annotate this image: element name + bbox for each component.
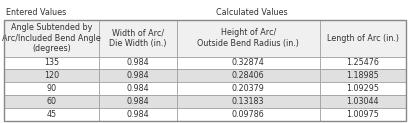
Text: 1.03044: 1.03044: [346, 97, 378, 106]
Bar: [176, 108, 319, 121]
Bar: [176, 57, 319, 69]
Bar: [176, 82, 319, 95]
Text: 135: 135: [44, 58, 59, 68]
Text: Calculated Values: Calculated Values: [216, 8, 287, 17]
Text: Angle Subtended by
Arc/Included Bend Angle
(degrees): Angle Subtended by Arc/Included Bend Ang…: [2, 23, 101, 53]
Text: 45: 45: [46, 110, 56, 119]
Bar: [98, 69, 176, 82]
Bar: [98, 20, 176, 57]
Text: 0.32874: 0.32874: [231, 58, 264, 68]
Text: 1.09295: 1.09295: [345, 84, 378, 93]
Bar: [4, 108, 98, 121]
Text: 0.984: 0.984: [126, 110, 148, 119]
Text: 90: 90: [46, 84, 56, 93]
Bar: [176, 20, 319, 57]
Text: Width of Arc/
Die Width (in.): Width of Arc/ Die Width (in.): [109, 28, 166, 48]
Text: 0.984: 0.984: [126, 58, 148, 68]
Text: 0.984: 0.984: [126, 71, 148, 80]
Bar: [319, 108, 405, 121]
Bar: [4, 82, 98, 95]
Bar: [176, 69, 319, 82]
Bar: [4, 95, 98, 108]
Bar: [98, 57, 176, 69]
Text: 0.09786: 0.09786: [231, 110, 264, 119]
Text: 120: 120: [44, 71, 59, 80]
Bar: [4, 69, 98, 82]
Bar: [319, 20, 405, 57]
Bar: [4, 20, 98, 57]
Text: 1.18985: 1.18985: [346, 71, 378, 80]
Bar: [4, 20, 405, 121]
Bar: [319, 82, 405, 95]
Bar: [319, 95, 405, 108]
Text: 60: 60: [46, 97, 56, 106]
Text: 0.984: 0.984: [126, 97, 148, 106]
Text: 0.20379: 0.20379: [231, 84, 264, 93]
Bar: [98, 108, 176, 121]
Text: 0.28406: 0.28406: [231, 71, 264, 80]
Bar: [176, 95, 319, 108]
Text: Entered Values: Entered Values: [6, 8, 66, 17]
Bar: [319, 69, 405, 82]
Bar: [98, 82, 176, 95]
Text: 0.13183: 0.13183: [231, 97, 264, 106]
Text: Height of Arc/
Outside Bend Radius (in.): Height of Arc/ Outside Bend Radius (in.): [197, 28, 299, 48]
Text: Length of Arc (in.): Length of Arc (in.): [326, 34, 398, 43]
Text: 0.984: 0.984: [126, 84, 148, 93]
Text: 1.00975: 1.00975: [346, 110, 378, 119]
Text: 1.25476: 1.25476: [346, 58, 378, 68]
Bar: [319, 57, 405, 69]
Bar: [4, 57, 98, 69]
Bar: [98, 95, 176, 108]
